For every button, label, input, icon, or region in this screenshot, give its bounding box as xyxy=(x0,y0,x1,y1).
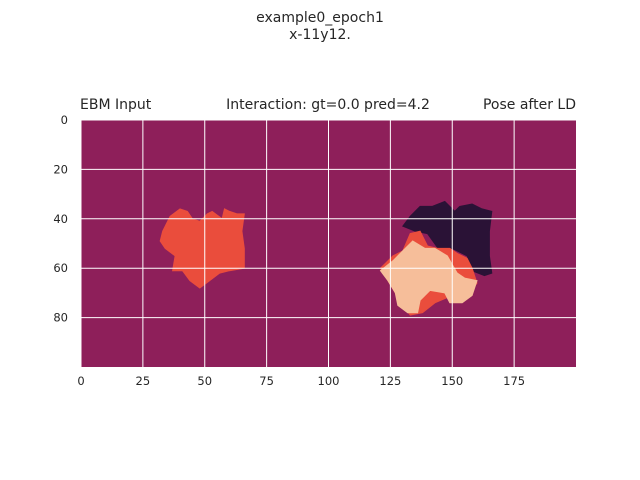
y-tick-label: 60 xyxy=(53,261,68,275)
x-tick-label: 150 xyxy=(441,374,463,388)
figure-suptitle-line2: x-11y12. xyxy=(289,27,351,43)
y-tick-label: 40 xyxy=(53,212,68,226)
x-tick-label: 75 xyxy=(259,374,274,388)
y-tick-label: 80 xyxy=(53,311,68,325)
x-tick-label: 0 xyxy=(77,374,84,388)
x-tick-label: 100 xyxy=(318,374,340,388)
y-tick-label: 0 xyxy=(61,113,68,127)
x-tick-label: 25 xyxy=(136,374,151,388)
heatmap-region-ligand-after-ld xyxy=(379,240,478,314)
x-axis: 0 25 50 75 100 125 150 175 xyxy=(77,374,525,388)
y-tick-label: 20 xyxy=(53,162,68,176)
x-tick-label: 50 xyxy=(197,374,212,388)
y-axis: 0 20 40 60 80 xyxy=(53,113,68,325)
figure-suptitle-line1: example0_epoch1 xyxy=(256,10,384,26)
heatmap-axes xyxy=(80,119,576,367)
axes-title-left: EBM Input xyxy=(80,97,152,113)
axes-title-center: Interaction: gt=0.0 pred=4.2 xyxy=(226,97,430,113)
x-tick-label: 125 xyxy=(379,374,401,388)
axes-title-right: Pose after LD xyxy=(483,97,576,113)
x-tick-label: 175 xyxy=(503,374,525,388)
